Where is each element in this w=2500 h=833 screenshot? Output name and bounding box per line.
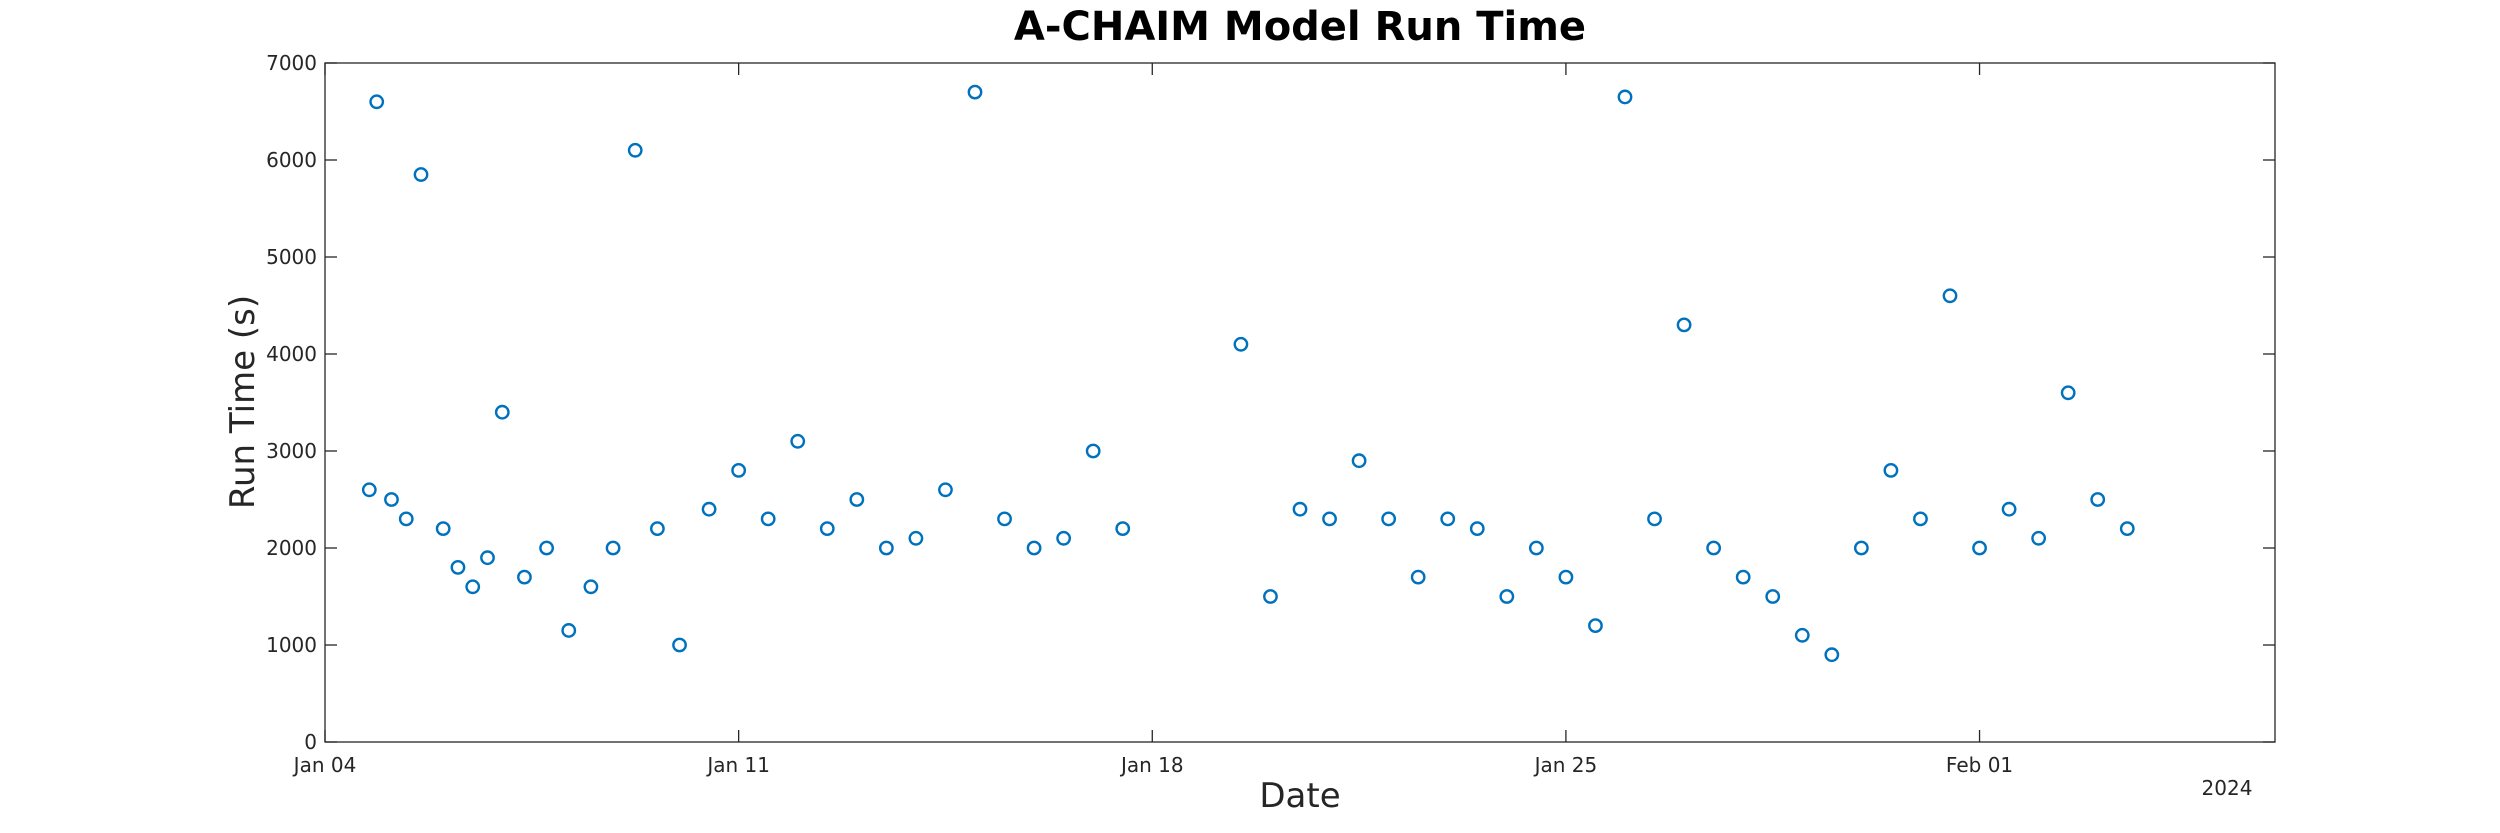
data-point bbox=[1853, 540, 1869, 556]
plot-area: 0 1000 2000 3000 4000 5000 6000 7000 Jan 04 Jan 1… bbox=[266, 51, 2275, 777]
data-point bbox=[583, 579, 599, 595]
y-tick-label: 6000 bbox=[266, 148, 317, 172]
x-tick-label: Feb 01 bbox=[1946, 753, 2013, 777]
data-point bbox=[450, 560, 466, 575]
data-point bbox=[2031, 530, 2047, 546]
data-point bbox=[1410, 569, 1426, 585]
data-point bbox=[672, 637, 687, 653]
data-point bbox=[2001, 501, 2017, 517]
data-point bbox=[1499, 589, 1515, 604]
data-point bbox=[435, 521, 451, 536]
data-point bbox=[849, 492, 865, 507]
data-point bbox=[1942, 288, 1958, 304]
data-point bbox=[2090, 492, 2106, 507]
data-point bbox=[1026, 540, 1042, 556]
y-tick-label: 4000 bbox=[266, 342, 317, 366]
data-point bbox=[1233, 336, 1249, 352]
data-point bbox=[1263, 589, 1278, 604]
data-point bbox=[361, 482, 377, 498]
data-point bbox=[1322, 511, 1337, 527]
data-point bbox=[1647, 511, 1662, 527]
data-point bbox=[384, 492, 399, 507]
y-tick-label: 1000 bbox=[266, 633, 317, 657]
data-point bbox=[1824, 647, 1840, 663]
data-point bbox=[1883, 462, 1899, 478]
x-axis-label: Date bbox=[1259, 776, 1340, 816]
data-point bbox=[1794, 627, 1810, 643]
x-tick-label: Jan 04 bbox=[292, 753, 357, 777]
data-point bbox=[369, 94, 385, 110]
data-point bbox=[398, 511, 414, 527]
data-point bbox=[561, 623, 577, 638]
data-point bbox=[1085, 443, 1101, 459]
data-point bbox=[480, 550, 495, 566]
y-tick-label: 5000 bbox=[266, 245, 317, 269]
data-point bbox=[760, 511, 776, 527]
data-point bbox=[2119, 521, 2135, 536]
x-tick-label: Jan 11 bbox=[705, 753, 770, 777]
x-tick-label: Jan 18 bbox=[1119, 753, 1184, 777]
data-point bbox=[1588, 618, 1603, 633]
y-tick-label: 0 bbox=[304, 730, 317, 754]
data-point bbox=[494, 404, 510, 420]
data-point bbox=[1676, 317, 1692, 333]
data-point bbox=[1381, 511, 1397, 527]
data-point bbox=[908, 530, 924, 546]
data-point bbox=[1558, 569, 1574, 585]
plot-frame bbox=[324, 62, 2276, 743]
data-point bbox=[1706, 540, 1722, 556]
data-point bbox=[819, 521, 835, 536]
data-point bbox=[938, 482, 953, 498]
x-tick-label: Jan 25 bbox=[1533, 753, 1598, 777]
y-axis-label: Run Time (s) bbox=[223, 295, 263, 509]
data-point bbox=[790, 433, 806, 449]
data-point bbox=[878, 540, 894, 556]
data-point bbox=[2060, 385, 2076, 401]
data-point bbox=[413, 167, 429, 182]
data-point bbox=[967, 84, 983, 100]
data-point bbox=[1115, 521, 1131, 536]
data-point bbox=[539, 540, 554, 556]
data-point bbox=[1735, 569, 1751, 585]
data-point bbox=[1528, 540, 1544, 556]
data-point bbox=[465, 579, 481, 595]
data-point bbox=[731, 462, 747, 478]
data-point bbox=[649, 521, 665, 536]
data-point bbox=[1617, 89, 1633, 105]
data-point bbox=[517, 569, 532, 585]
data-point bbox=[605, 540, 621, 556]
x-year-label: 2024 bbox=[2202, 776, 2253, 800]
y-tick-label: 3000 bbox=[266, 439, 317, 463]
data-point bbox=[1056, 530, 1072, 546]
data-point bbox=[627, 142, 643, 158]
chart-title: A-CHAIM Model Run Time bbox=[1014, 4, 1586, 50]
y-tick-label: 7000 bbox=[266, 51, 317, 75]
data-point bbox=[1440, 511, 1456, 527]
data-point bbox=[1351, 453, 1367, 469]
data-point bbox=[1469, 521, 1485, 536]
data-point bbox=[1292, 501, 1308, 517]
data-point bbox=[997, 511, 1012, 527]
y-tick-label: 2000 bbox=[266, 536, 317, 560]
data-point bbox=[1765, 589, 1781, 604]
data-point bbox=[1913, 511, 1928, 527]
data-point bbox=[701, 501, 717, 517]
data-point bbox=[1972, 540, 1987, 556]
